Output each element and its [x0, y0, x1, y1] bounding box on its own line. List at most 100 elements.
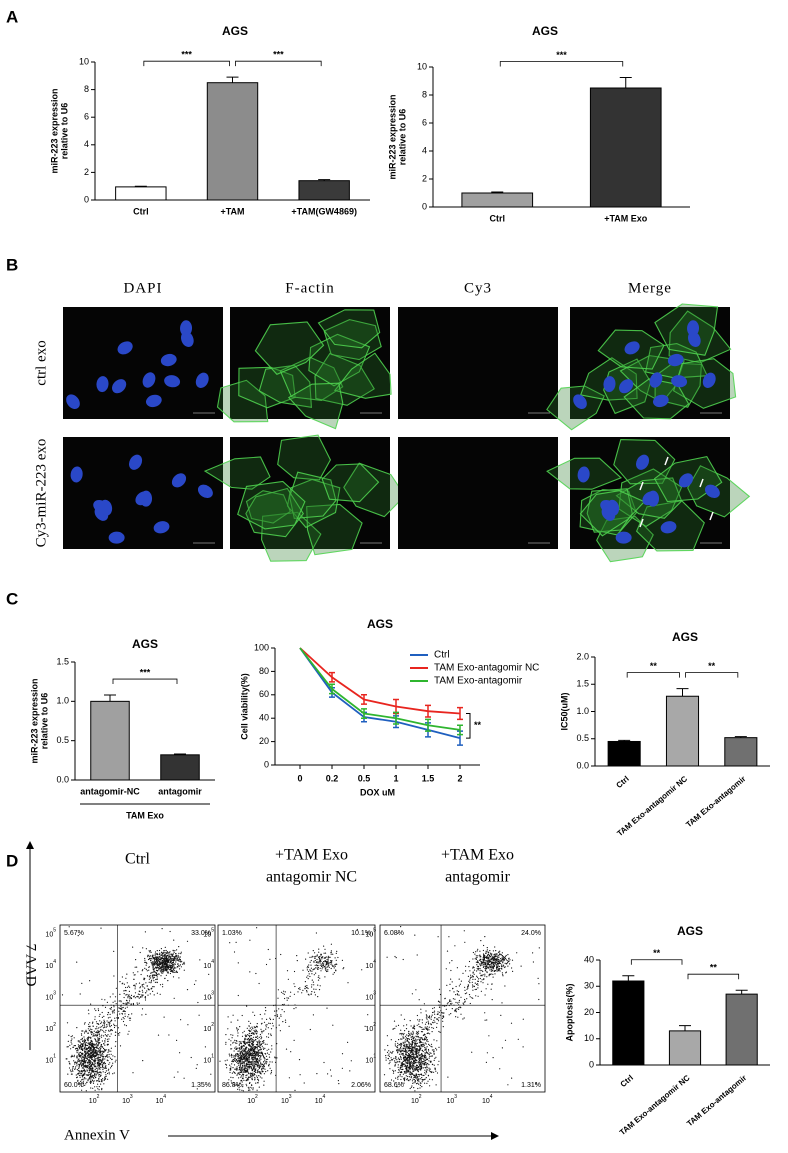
- event-dot: [475, 988, 477, 991]
- event-dot: [310, 993, 312, 995]
- event-dot: [258, 982, 260, 985]
- event-dot: [469, 970, 471, 972]
- event-dot: [87, 1080, 89, 1082]
- event-dot: [415, 1073, 417, 1075]
- event-dot: [311, 979, 313, 981]
- tick-base: 10: [203, 994, 211, 1001]
- event-dot: [416, 1065, 418, 1067]
- event-dot: [397, 1077, 399, 1079]
- event-dot: [450, 1013, 452, 1015]
- significance-label: ***: [140, 667, 151, 677]
- event-dot: [83, 1074, 85, 1076]
- event-dot: [138, 982, 141, 984]
- event-dot: [243, 1079, 245, 1081]
- event-dot: [91, 1028, 93, 1031]
- event-dot: [173, 969, 175, 971]
- event-dot: [410, 1033, 412, 1035]
- event-dot: [425, 1017, 427, 1019]
- x-tick-label: 103: [281, 1094, 292, 1105]
- event-dot: [418, 1048, 420, 1050]
- event-dot: [81, 1030, 83, 1032]
- event-dot: [180, 961, 182, 963]
- event-dot: [96, 1050, 98, 1052]
- event-dot: [398, 1069, 400, 1071]
- event-dot: [241, 1062, 243, 1064]
- event-dot: [123, 1009, 125, 1012]
- event-dot: [251, 1063, 253, 1065]
- event-dot: [154, 960, 156, 962]
- event-dot: [97, 1060, 99, 1062]
- nucleus: [128, 454, 143, 470]
- event-dot: [261, 1066, 263, 1068]
- column-header: Cy3: [464, 280, 492, 296]
- event-dot: [245, 1052, 247, 1054]
- event-dot: [405, 1072, 407, 1074]
- event-dot: [195, 1067, 197, 1069]
- event-dot: [72, 1055, 74, 1057]
- micrograph: [216, 307, 392, 430]
- event-dot: [425, 1070, 427, 1073]
- event-dot: [249, 1030, 251, 1033]
- event-dot: [420, 1063, 422, 1066]
- event-dot: [450, 978, 452, 980]
- event-dot: [252, 1067, 255, 1069]
- event-dot: [112, 1012, 114, 1014]
- event-dot: [242, 1077, 244, 1080]
- event-dot: [259, 1047, 262, 1049]
- event-dot: [406, 1024, 408, 1026]
- event-dot: [99, 1059, 101, 1061]
- event-dot: [492, 976, 494, 978]
- event-dot: [251, 1047, 253, 1049]
- event-dot: [400, 1045, 402, 1047]
- event-dot: [415, 1076, 417, 1078]
- event-dot: [401, 1076, 403, 1078]
- event-dot: [479, 977, 481, 980]
- event-dot: [496, 967, 498, 970]
- event-dot: [95, 1067, 97, 1069]
- event-dot: [76, 1047, 78, 1049]
- event-dot: [148, 989, 150, 991]
- event-dot: [482, 957, 484, 959]
- event-dot: [256, 1076, 258, 1079]
- event-dot: [424, 1062, 426, 1064]
- event-dot: [311, 970, 313, 972]
- event-dot: [167, 972, 169, 974]
- event-dot: [123, 990, 125, 992]
- event-dot: [458, 994, 460, 996]
- event-dot: [259, 1046, 261, 1048]
- event-dot: [411, 1047, 413, 1049]
- event-dot: [78, 1065, 80, 1067]
- event-dot: [408, 1070, 410, 1072]
- event-dot: [80, 1082, 82, 1085]
- event-dot: [411, 1042, 413, 1045]
- event-dot: [87, 1028, 89, 1030]
- event-dot: [439, 993, 442, 996]
- event-dot: [419, 1065, 421, 1068]
- nucleus: [660, 521, 677, 534]
- event-dot: [247, 1037, 250, 1040]
- event-dot: [254, 1066, 256, 1068]
- event-dot: [237, 1055, 239, 1058]
- event-dot: [250, 1032, 252, 1034]
- event-dot: [79, 1061, 81, 1063]
- event-dot: [494, 973, 496, 975]
- event-dot: [424, 1069, 426, 1071]
- event-dot: [101, 1016, 103, 1019]
- event-dot: [108, 1021, 110, 1023]
- event-dot: [437, 1011, 439, 1013]
- event-dot: [88, 1013, 90, 1015]
- event-dot: [259, 1045, 261, 1047]
- event-dot: [233, 951, 236, 953]
- event-dot: [490, 952, 492, 954]
- event-dot: [250, 1039, 252, 1041]
- event-dot: [105, 1074, 107, 1076]
- event-dot: [97, 1023, 99, 1025]
- event-dot: [428, 1064, 430, 1066]
- event-dot: [238, 1044, 240, 1046]
- event-dot: [261, 1037, 263, 1039]
- event-dot: [441, 1012, 443, 1014]
- event-dot: [413, 1026, 416, 1028]
- event-dot: [90, 1061, 92, 1063]
- event-dot: [254, 1030, 256, 1032]
- event-dot: [251, 1068, 253, 1070]
